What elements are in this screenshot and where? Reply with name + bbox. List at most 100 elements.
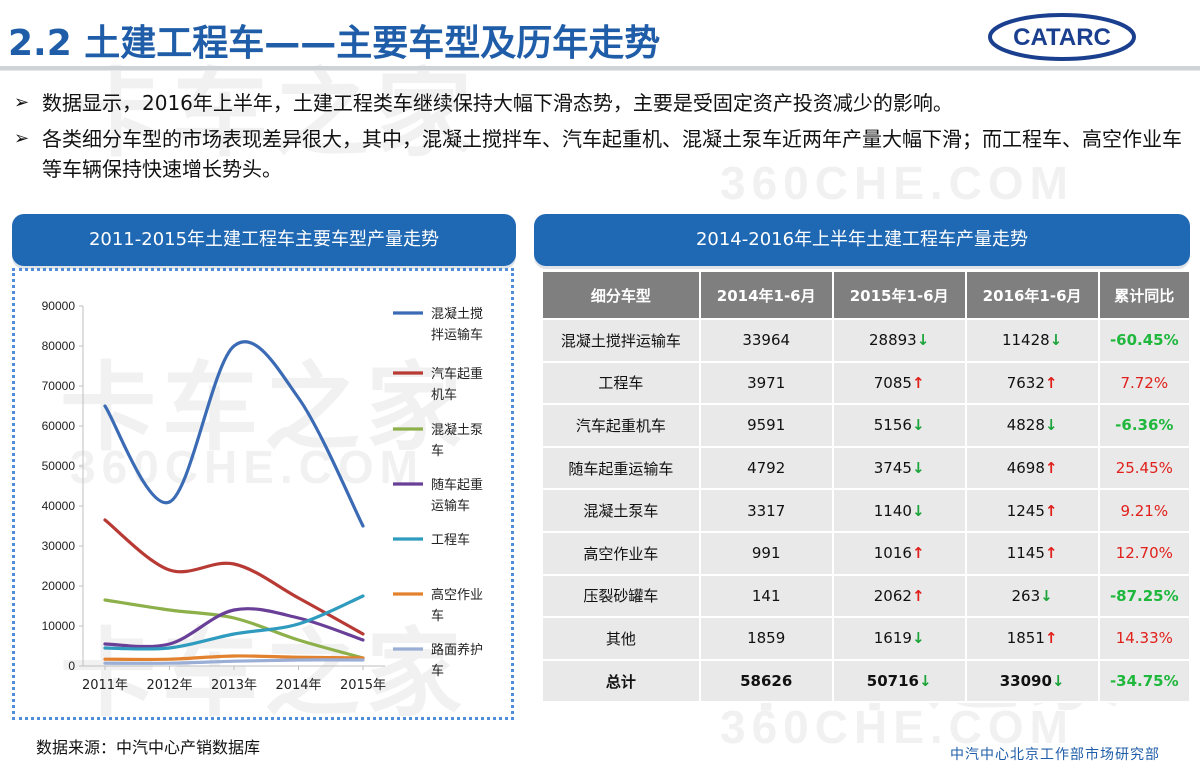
value-2014-cell-value: 1859 <box>747 629 786 648</box>
table-row: 其他 1859 1619↓ 1851↑ 14.33% <box>541 616 1192 661</box>
production-table: 细分车型 2014年1-6月 2015年1-6月 2016年1-6月 累计同比 … <box>541 270 1192 704</box>
value-2014-cell: 991 <box>698 530 834 576</box>
trend-up-arrow-icon: ↑ <box>1044 459 1058 478</box>
legend-label: 车 <box>431 443 444 459</box>
value-2016-cell: 263↓ <box>964 573 1100 619</box>
model-cell-value: 其他 <box>605 629 636 648</box>
table-header-row: 细分车型 2014年1-6月 2015年1-6月 2016年1-6月 累计同比 <box>541 270 1192 320</box>
legend-label: 车 <box>431 608 444 624</box>
trend-down-arrow-icon: ↓ <box>911 416 925 435</box>
yoy-cell: -87.25% <box>1097 573 1192 619</box>
series-line-1 <box>103 518 365 636</box>
y-tick-label: 50000 <box>42 459 76 473</box>
trend-down-arrow-icon: ↓ <box>911 501 925 520</box>
value-2014-cell-value: 141 <box>751 586 781 605</box>
x-tick-label: 2012年 <box>146 678 192 693</box>
value-2014-cell-value: 3971 <box>747 373 786 392</box>
line-chart: 0 10000 20000 30000 40000 50000 60000 70000 8000… <box>42 299 483 693</box>
trend-up-arrow-icon: ↑ <box>911 586 925 605</box>
table-row: 高空作业车 991 1016 ↑ 1145↑ 12.70% <box>541 530 1192 576</box>
trend-down-arrow-icon: ↓ <box>918 672 932 691</box>
yoy-cell-value: 9.21% <box>1120 501 1169 520</box>
legend-label: 混凝土泵 <box>431 422 483 438</box>
data-source: 数据来源：中汽中心产销数据库 <box>36 738 261 757</box>
col-header-2014: 2014年1-6月 <box>698 270 834 320</box>
trend-down-arrow-icon: ↓ <box>911 629 925 648</box>
model-cell-value: 混凝土泵车 <box>583 502 659 521</box>
model-cell: 汽车起重机车 <box>541 403 701 448</box>
value-2014-cell-value: 4792 <box>747 459 786 478</box>
col-header-yoy: 累计同比 <box>1097 270 1192 320</box>
bullet-arrow-icon: ➢ <box>14 92 30 113</box>
value-2016-cell-value: 1851 <box>1006 629 1045 648</box>
value-2015-cell-value: 1016 <box>873 544 912 563</box>
model-cell: 其他 <box>541 616 701 661</box>
value-2015-cell-value: 5156 <box>873 416 912 435</box>
legend-label: 汽车起重 <box>431 366 483 382</box>
model-cell-value: 压裂砂罐车 <box>583 587 659 606</box>
value-2016-cell-value: 4828 <box>1006 416 1045 435</box>
table-row: 混凝土泵车 3317 1140↓ 1245↑ 9.21% <box>541 488 1192 533</box>
value-2014-cell-value: 9591 <box>747 416 786 435</box>
yoy-cell: 9.21% <box>1097 488 1192 533</box>
table-row: 压裂砂罐车 141 2062↑ 263↓ -87.25% <box>541 573 1192 619</box>
table-row: 工程车 3971 7085↑ 7632↑ 7.72% <box>541 360 1192 406</box>
y-tick-label: 20000 <box>42 579 76 593</box>
value-2016-cell-value: 1145 <box>1006 544 1045 563</box>
value-2016-cell: 1851↑ <box>964 616 1100 661</box>
y-tick-label: 0 <box>68 659 75 673</box>
model-cell-value: 汽车起重机车 <box>575 416 666 435</box>
yoy-cell: -60.45% <box>1097 318 1192 363</box>
yoy-cell: 12.70% <box>1097 530 1192 576</box>
y-tick-label: 40000 <box>42 499 76 513</box>
value-2016-cell: 1245↑ <box>964 488 1100 533</box>
yoy-cell: 25.45% <box>1097 445 1192 491</box>
value-2016-cell-value: 11428 <box>1001 331 1050 350</box>
yoy-cell-value: 25.45% <box>1115 459 1173 478</box>
value-2015-cell: 3745↓ <box>831 445 967 491</box>
trend-up-arrow-icon: ↑ <box>1044 501 1058 520</box>
table-row: 随车起重运输车 4792 3745↓ 4698↑ 25.45% <box>541 445 1192 491</box>
series-line-3 <box>103 607 365 649</box>
logo-text: CATARC <box>1013 24 1111 51</box>
footer-dept: 中汽中心北京工作部市场研究部 <box>950 747 1160 763</box>
model-cell-value: 总计 <box>605 672 636 691</box>
yoy-cell: 7.72% <box>1097 360 1192 406</box>
trend-up-arrow-icon: ↑ <box>1044 629 1058 648</box>
x-tick-label: 2013年 <box>211 678 257 693</box>
value-2014-cell-value: 991 <box>751 544 781 563</box>
table-total-row: 总计 58626 50716↓ 33090↓ -34.75% <box>541 658 1192 704</box>
value-2015-cell: 7085↑ <box>831 360 967 406</box>
x-tick-label: 2011年 <box>82 678 128 693</box>
yoy-cell-value: -60.45% <box>1109 331 1179 350</box>
y-tick-label: 90000 <box>42 299 76 313</box>
trend-down-arrow-icon: ↓ <box>1051 672 1065 691</box>
yoy-cell-value: 7.72% <box>1120 373 1169 392</box>
summary-bullets: ➢ 数据显示，2016年上半年，土建工程类车继续保持大幅下滑态势，主要是受固定资… <box>12 88 1192 190</box>
yoy-cell-value: -87.25% <box>1109 586 1179 605</box>
value-2015-cell-value: 50716 <box>866 672 919 691</box>
value-2016-cell: 4698↑ <box>964 445 1100 491</box>
line-chart-title: 2011-2015年土建工程车主要车型产量走势 <box>12 214 516 266</box>
series-line-2 <box>103 598 365 660</box>
value-2016-cell: 4828↓ <box>964 403 1100 448</box>
value-2015-cell-value: 2062 <box>873 586 912 605</box>
y-tick-label: 70000 <box>42 379 76 393</box>
yoy-cell: -6.36% <box>1097 403 1192 448</box>
trend-up-arrow-icon: ↑ <box>1044 544 1058 563</box>
model-cell: 随车起重运输车 <box>541 445 701 491</box>
model-cell-value: 高空作业车 <box>583 544 659 563</box>
table-row: 混凝土搅拌运输车 33964 28893↓ 11428↓ -60.45% <box>541 318 1192 363</box>
trend-down-arrow-icon: ↓ <box>1044 416 1058 435</box>
value-2015-cell: 50716↓ <box>831 658 967 704</box>
model-cell: 混凝土搅拌运输车 <box>541 318 701 363</box>
value-2015-cell-value: 1140 <box>873 501 912 520</box>
value-2015-cell: 5156↓ <box>831 403 967 448</box>
model-cell: 混凝土泵车 <box>541 488 701 533</box>
value-2016-cell-value: 263 <box>1011 586 1041 605</box>
legend-label: 工程车 <box>431 532 470 548</box>
yoy-cell-value: 14.33% <box>1115 629 1173 648</box>
value-2014-cell-value: 3317 <box>747 501 786 520</box>
legend-label: 拌运输车 <box>431 327 483 343</box>
value-2016-cell: 1145↑ <box>964 530 1100 576</box>
